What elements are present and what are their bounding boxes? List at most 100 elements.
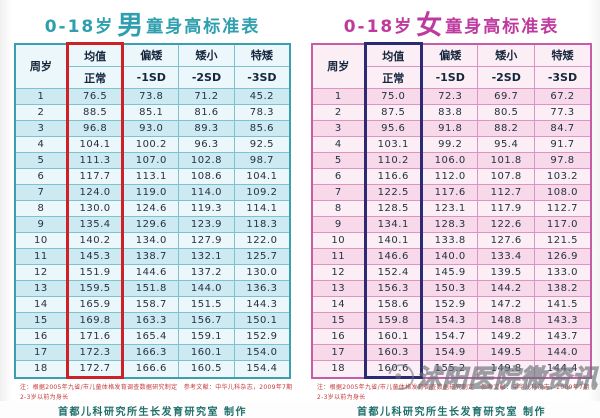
value-cell: 104.1 — [65, 136, 125, 153]
value-cell: 126.9 — [533, 248, 592, 265]
girls-table-title: 0-18岁女童身高标准表 — [311, 7, 592, 42]
value-cell: 69.7 — [477, 88, 535, 105]
watermark-logo-icon — [383, 359, 419, 395]
table-row: 14 165.9 158.7 151.5 144.3 — [14, 296, 291, 313]
value-cell: 143.7 — [533, 328, 592, 345]
value-cell: 138.2 — [533, 280, 592, 297]
table-row: 3 96.8 93.0 89.3 85.6 — [14, 120, 291, 137]
table-row: 6 116.6 112.0 107.8 103.2 — [311, 168, 592, 185]
age-cell: 4 — [14, 136, 68, 153]
value-cell: 171.6 — [65, 328, 125, 345]
value-cell: 135.4 — [65, 216, 125, 233]
value-cell: 166.3 — [122, 344, 180, 361]
subheader-sd2: -2SD — [477, 66, 535, 89]
value-cell: 108.0 — [533, 184, 592, 201]
value-cell: 109.2 — [233, 184, 291, 201]
age-cell: 16 — [311, 328, 366, 345]
age-cell: 18 — [14, 360, 68, 378]
value-cell: 156.7 — [178, 312, 235, 329]
value-cell: 127.9 — [178, 232, 235, 249]
value-cell: 163.3 — [122, 312, 180, 329]
table-row: 12 151.9 144.6 137.2 130.0 — [14, 264, 291, 281]
value-cell: 146.6 — [363, 248, 423, 265]
table-row: 13 159.5 151.8 144.0 136.3 — [14, 280, 291, 297]
value-cell: 166.6 — [122, 360, 180, 378]
age-cell: 2 — [311, 104, 366, 121]
value-cell: 98.7 — [233, 152, 291, 169]
age-cell: 10 — [311, 232, 366, 249]
value-cell: 144.2 — [477, 280, 535, 297]
subheader-sd1: -1SD — [122, 66, 180, 89]
value-cell: 72.3 — [420, 88, 479, 105]
value-cell: 152.9 — [420, 296, 479, 313]
value-cell: 95.4 — [477, 136, 535, 153]
value-cell: 141.5 — [533, 296, 592, 313]
value-cell: 132.1 — [178, 248, 235, 265]
value-cell: 89.3 — [178, 120, 235, 137]
age-cell: 16 — [14, 328, 68, 345]
value-cell: 159.5 — [65, 280, 125, 297]
age-cell: 18 — [311, 360, 366, 378]
value-cell: 145.3 — [65, 248, 125, 265]
title-gender-girl: 女 — [416, 11, 443, 41]
value-cell: 104.1 — [233, 168, 291, 185]
table-row: 1 75.0 72.3 69.7 67.2 — [311, 88, 592, 105]
value-cell: 154.3 — [420, 312, 479, 329]
header-sd3: 特矮 — [233, 43, 291, 67]
value-cell: 73.8 — [122, 88, 180, 105]
age-cell: 7 — [311, 184, 366, 201]
value-cell: 80.5 — [477, 104, 535, 121]
value-cell: 76.5 — [65, 88, 125, 105]
value-cell: 121.5 — [533, 232, 592, 249]
boys-table-title: 0-18岁男童身高标准表 — [14, 7, 291, 42]
table-row: 8 130.0 124.6 119.3 114.1 — [14, 200, 291, 217]
value-cell: 92.5 — [233, 136, 291, 153]
age-cell: 12 — [14, 264, 68, 281]
age-cell: 14 — [311, 296, 366, 313]
value-cell: 123.1 — [420, 200, 479, 217]
age-cell: 1 — [311, 88, 366, 105]
value-cell: 110.2 — [363, 152, 423, 169]
table-row: 15 159.8 154.3 148.8 143.3 — [311, 312, 592, 329]
table-row: 11 146.6 140.0 133.4 126.9 — [311, 248, 592, 265]
value-cell: 144.6 — [122, 264, 180, 281]
value-cell: 152.9 — [233, 328, 291, 345]
value-cell: 88.5 — [65, 104, 125, 121]
value-cell: 113.1 — [122, 168, 180, 185]
table-row: 2 88.5 85.1 81.6 78.3 — [14, 104, 291, 121]
header-age: 周岁 — [311, 43, 366, 89]
value-cell: 139.5 — [477, 264, 535, 281]
age-cell: 15 — [311, 312, 366, 329]
age-cell: 6 — [14, 168, 68, 185]
value-cell: 114.0 — [178, 184, 235, 201]
table-row: 16 160.1 154.7 149.2 143.7 — [311, 328, 592, 345]
age-cell: 3 — [14, 120, 68, 137]
watermark-text: 沭阳医院微资讯 — [415, 364, 598, 394]
value-cell: 154.0 — [233, 344, 291, 361]
value-cell: 117.7 — [65, 168, 125, 185]
age-cell: 5 — [14, 152, 68, 169]
value-cell: 116.6 — [363, 168, 423, 185]
value-cell: 165.9 — [65, 296, 125, 313]
value-cell: 111.3 — [65, 152, 125, 169]
footnote-line2: 2-3岁以前为身长 — [317, 393, 366, 401]
value-cell: 100.2 — [122, 136, 180, 153]
girls-height-panel: 0-18岁女童身高标准表 周岁 均值 偏矮 矮小 特矮 正常 -1SD -2SD -3SD 1 75… — [311, 7, 592, 418]
value-cell: 88.2 — [477, 120, 535, 137]
value-cell: 96.8 — [65, 120, 125, 137]
value-cell: 107.8 — [477, 168, 535, 185]
value-cell: 71.2 — [178, 88, 235, 105]
value-cell: 138.7 — [122, 248, 180, 265]
age-cell: 9 — [14, 216, 68, 233]
value-cell: 151.8 — [122, 280, 180, 297]
watermark: 沭阳医院微资讯 — [383, 359, 598, 395]
value-cell: 93.0 — [122, 120, 180, 137]
table-row: 10 140.1 133.8 127.6 121.5 — [311, 232, 592, 249]
value-cell: 103.1 — [363, 136, 423, 153]
table-row: 1 76.5 73.8 71.2 45.2 — [14, 88, 291, 105]
value-cell: 85.1 — [122, 104, 180, 121]
value-cell: 151.5 — [178, 296, 235, 313]
value-cell: 145.9 — [420, 264, 479, 281]
value-cell: 130.0 — [65, 200, 125, 217]
value-cell: 129.6 — [122, 216, 180, 233]
